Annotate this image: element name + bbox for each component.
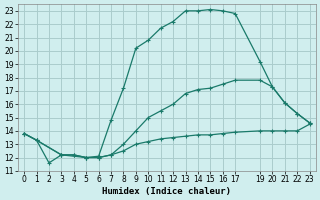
X-axis label: Humidex (Indice chaleur): Humidex (Indice chaleur) [102,187,231,196]
